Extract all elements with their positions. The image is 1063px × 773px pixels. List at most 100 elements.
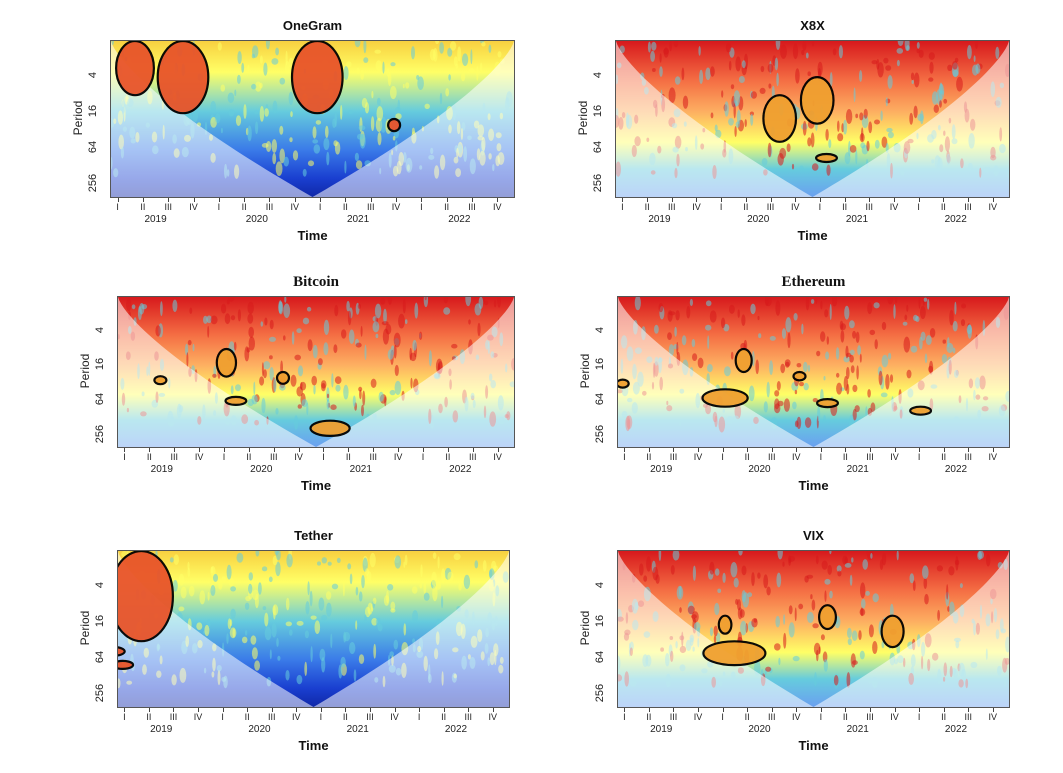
x-quarter-label: II — [146, 452, 152, 462]
x-year-label: 2020 — [747, 214, 770, 225]
power-speckle — [260, 321, 264, 327]
power-speckle — [909, 112, 914, 125]
power-speckle — [725, 42, 732, 53]
power-speckle — [296, 328, 302, 334]
x-tick-mark — [624, 708, 626, 712]
power-speckle — [767, 63, 774, 73]
x-quarter-label: III — [169, 712, 178, 722]
power-speckle — [802, 41, 807, 51]
power-speckle — [207, 325, 210, 338]
power-speckle — [788, 605, 793, 615]
power-speckle — [803, 382, 809, 391]
x-tick-mark — [142, 198, 144, 202]
power-speckle — [654, 324, 659, 334]
chart-title: Tether — [294, 528, 333, 543]
x-quarter-label: I — [217, 202, 221, 212]
power-speckle — [349, 573, 353, 585]
power-speckle — [315, 120, 322, 125]
x-year-label: 2020 — [245, 214, 268, 225]
power-speckle — [939, 100, 942, 108]
power-speckle — [307, 581, 310, 596]
power-speckle — [221, 303, 227, 314]
power-speckle — [798, 603, 804, 610]
power-speckle — [911, 80, 914, 84]
power-speckle — [204, 624, 210, 637]
power-speckle — [241, 636, 248, 644]
x-tick-mark — [648, 448, 650, 452]
power-speckle — [837, 133, 844, 142]
power-speckle — [920, 305, 926, 320]
power-speckle — [248, 326, 254, 338]
power-speckle — [652, 566, 659, 581]
x-quarter-label: II — [941, 452, 947, 462]
power-speckle — [861, 598, 866, 609]
power-speckle — [272, 604, 279, 616]
power-speckle — [264, 626, 272, 641]
power-speckle — [463, 574, 471, 589]
power-speckle — [669, 41, 672, 52]
wavelet-power-plot — [110, 40, 515, 198]
x-tick-mark — [394, 708, 396, 712]
x-tick-mark — [869, 198, 871, 202]
power-speckle — [838, 45, 843, 59]
x-tick-mark — [273, 448, 275, 452]
power-speckle — [927, 298, 930, 310]
power-speckle — [894, 297, 898, 304]
x-quarter-label: III — [767, 452, 776, 462]
x-quarter-label: IV — [792, 712, 801, 722]
x-tick-mark — [943, 448, 945, 452]
x-quarter-label: IV — [493, 452, 502, 462]
significance-contour — [818, 604, 838, 631]
x-quarter-label: I — [123, 712, 126, 722]
x-quarter-label: I — [621, 202, 624, 212]
x-tick-mark — [271, 708, 273, 712]
power-speckle — [363, 41, 367, 54]
power-speckle — [210, 585, 216, 596]
power-speckle — [424, 297, 427, 301]
power-speckle — [220, 84, 226, 92]
power-speckle — [887, 131, 894, 139]
power-speckle — [906, 304, 909, 312]
power-speckle — [882, 552, 887, 566]
power-speckle — [679, 607, 682, 613]
power-speckle — [810, 132, 815, 148]
power-speckle — [716, 632, 721, 643]
power-speckle — [741, 565, 747, 576]
power-speckle — [775, 41, 781, 50]
power-speckle — [389, 389, 396, 396]
y-tick-label: 256 — [87, 174, 99, 193]
power-speckle — [759, 87, 766, 94]
power-speckle — [327, 561, 332, 566]
power-speckle — [317, 561, 321, 566]
x-tick-mark — [992, 448, 994, 452]
x-quarter-label: II — [445, 452, 451, 462]
power-speckle — [681, 335, 687, 346]
x-axis-label: Time — [798, 738, 829, 753]
power-speckle — [369, 552, 376, 568]
power-speckle — [210, 566, 214, 574]
x-axis-label: Time — [798, 478, 829, 493]
power-speckle — [390, 601, 396, 611]
x-tick-mark — [446, 198, 448, 202]
power-speckle — [203, 315, 208, 324]
power-speckle — [792, 401, 797, 410]
power-speckle — [872, 641, 878, 654]
power-speckle — [860, 582, 866, 599]
power-speckle — [357, 303, 361, 309]
x-quarter-label: I — [917, 712, 921, 722]
power-speckle — [305, 601, 310, 615]
power-speckle — [334, 141, 341, 155]
power-speckle — [334, 376, 342, 384]
power-speckle — [886, 127, 893, 133]
x-quarter-label: III — [269, 452, 278, 462]
power-speckle — [888, 352, 892, 360]
y-tick-label: 64 — [592, 141, 604, 154]
power-speckle — [269, 649, 272, 660]
power-speckle — [312, 139, 319, 144]
power-speckle — [437, 556, 440, 569]
power-speckle — [313, 144, 321, 154]
power-speckle — [737, 309, 740, 318]
power-speckle — [846, 352, 852, 357]
power-speckle — [761, 158, 768, 166]
cone-of-influence-right — [312, 41, 514, 197]
